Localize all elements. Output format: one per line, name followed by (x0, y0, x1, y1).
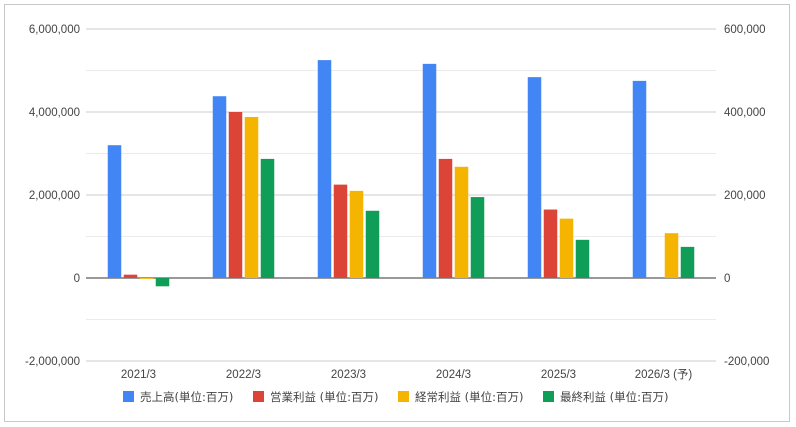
bar (155, 278, 170, 287)
left-axis-tick-label: 2,000,000 (29, 190, 80, 202)
left-axis-ticks: -2,000,000 0 2,000,000 4,000,000 6,000,000 (25, 24, 80, 368)
bar (422, 63, 437, 278)
chart-frame (4, 4, 790, 422)
right-axis-tick-label: 0 (724, 273, 730, 285)
bar (260, 158, 275, 278)
bar (139, 278, 154, 279)
x-axis-tick-label: 2026/3 (予) (635, 368, 693, 381)
bars (107, 60, 695, 287)
legend-item: 経常利益 (単位:百万) (398, 390, 524, 404)
legend-item: 営業利益 (単位:百万) (253, 390, 379, 404)
left-axis-tick-label: 4,000,000 (29, 107, 80, 119)
bar (454, 166, 469, 278)
bar (317, 60, 332, 278)
x-axis-tick-label: 2021/3 (121, 369, 156, 381)
legend-swatch (123, 391, 134, 402)
right-axis-ticks: -200,000 0 200,000 400,000 600,000 (724, 24, 769, 368)
legend: 売上高(単位:百万) 営業利益 (単位:百万) 経常利益 (単位:百万) 最終利益 (… (123, 390, 669, 404)
bar (123, 274, 138, 278)
bar (228, 112, 243, 278)
bar (333, 184, 348, 278)
legend-item: 売上高(単位:百万) (123, 390, 233, 404)
bar (680, 246, 695, 278)
bar (349, 190, 364, 278)
x-axis-tick-label: 2024/3 (436, 369, 471, 381)
x-axis-ticks: 2021/3 2022/3 2023/3 2024/3 2025/3 2026/3 (予) (121, 368, 693, 381)
bar (632, 80, 647, 278)
bar (438, 158, 453, 278)
legend-label: 最終利益 (単位:百万) (560, 390, 669, 404)
bar (470, 197, 485, 278)
bar (664, 233, 679, 278)
bar (559, 218, 574, 278)
x-axis-tick-label: 2025/3 (541, 369, 576, 381)
bar (365, 210, 380, 278)
bar (575, 239, 590, 278)
right-axis-tick-label: 200,000 (724, 190, 766, 202)
x-axis-tick-label: 2023/3 (331, 369, 366, 381)
legend-swatch (253, 391, 264, 402)
legend-label: 売上高(単位:百万) (140, 390, 233, 404)
right-axis-tick-label: -200,000 (724, 356, 769, 368)
bar (543, 209, 558, 278)
gridlines (86, 28, 716, 362)
left-axis-tick-label: 6,000,000 (29, 24, 80, 36)
bar (212, 96, 227, 278)
legend-item: 最終利益 (単位:百万) (543, 390, 669, 404)
left-axis-tick-label: 0 (74, 273, 80, 285)
legend-swatch (398, 391, 409, 402)
right-axis-tick-label: 400,000 (724, 107, 766, 119)
x-axis-tick-label: 2022/3 (226, 369, 261, 381)
bar (107, 145, 122, 278)
bar (527, 77, 542, 278)
right-axis-tick-label: 600,000 (724, 24, 766, 36)
legend-label: 営業利益 (単位:百万) (270, 390, 379, 404)
legend-label: 経常利益 (単位:百万) (415, 390, 524, 404)
left-axis-tick-label: -2,000,000 (25, 356, 80, 368)
bar (244, 116, 259, 278)
legend-swatch (543, 391, 554, 402)
